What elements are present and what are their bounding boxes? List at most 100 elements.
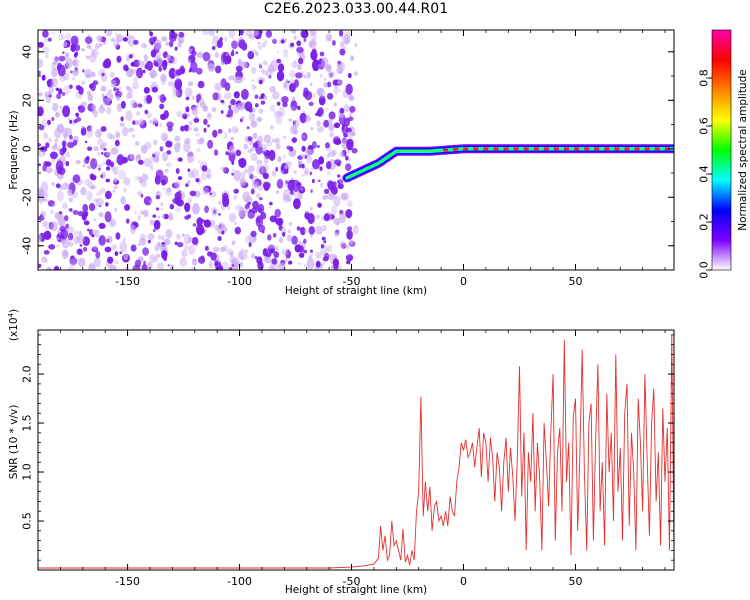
noise-point	[223, 167, 230, 174]
noise-point	[238, 158, 243, 164]
noise-point	[264, 183, 268, 186]
noise-point	[250, 152, 258, 162]
noise-point	[82, 164, 86, 168]
noise-point	[307, 213, 315, 225]
noise-point	[89, 83, 94, 89]
noise-point	[278, 236, 284, 244]
noise-point	[225, 52, 229, 57]
noise-point	[296, 63, 303, 71]
noise-point	[165, 140, 173, 148]
noise-point	[147, 239, 151, 244]
noise-point	[95, 251, 101, 259]
noise-point	[237, 58, 242, 66]
ridge-peak-mark	[533, 147, 539, 151]
noise-point	[283, 135, 286, 139]
ridge-peak-mark	[483, 147, 489, 151]
noise-point	[72, 57, 80, 69]
noise-point	[207, 139, 214, 149]
noise-point	[116, 39, 121, 44]
noise-point	[222, 166, 227, 173]
noise-point	[105, 30, 113, 37]
ridge-peak-mark	[503, 147, 509, 151]
noise-point	[250, 120, 258, 128]
noise-point	[181, 233, 185, 238]
noise-point	[230, 39, 239, 50]
noise-point	[164, 238, 171, 246]
noise-point	[330, 265, 334, 270]
noise-point	[92, 245, 98, 251]
noise-point	[111, 39, 115, 42]
noise-point	[297, 192, 303, 200]
noise-point	[328, 119, 333, 124]
noise-point	[188, 120, 193, 126]
noise-point	[320, 182, 324, 188]
noise-point	[271, 258, 278, 265]
noise-point	[162, 188, 165, 190]
ridge-peak-mark	[564, 147, 569, 151]
ridge-peak-mark	[604, 147, 610, 151]
noise-point	[166, 187, 172, 193]
noise-point	[43, 132, 48, 140]
noise-point	[72, 69, 79, 77]
noise-point	[134, 210, 137, 215]
noise-point	[45, 167, 53, 174]
noise-point	[57, 214, 66, 227]
ridge-peak-mark	[644, 147, 650, 151]
noise-point	[309, 40, 317, 49]
noise-point	[90, 185, 95, 190]
noise-point	[38, 163, 41, 167]
noise-point	[260, 68, 265, 73]
noise-point	[98, 212, 104, 218]
noise-point	[190, 61, 198, 73]
noise-point	[56, 244, 60, 248]
noise-point	[50, 158, 56, 163]
noise-point	[290, 42, 294, 47]
noise-point	[305, 148, 312, 157]
noise-point	[121, 156, 128, 164]
noise-point	[235, 129, 238, 132]
noise-point	[50, 209, 54, 214]
noise-point	[119, 86, 122, 91]
noise-point	[148, 161, 153, 168]
ridge-peak-mark	[513, 147, 519, 151]
noise-point	[44, 38, 48, 42]
noise-point	[245, 235, 251, 244]
noise-point	[287, 179, 295, 192]
noise-point	[220, 51, 229, 64]
noise-point	[87, 228, 90, 232]
noise-point	[250, 188, 255, 195]
noise-point	[251, 66, 257, 74]
noise-point	[44, 161, 52, 167]
noise-point	[41, 74, 46, 81]
noise-point	[56, 190, 64, 202]
noise-point	[72, 59, 78, 66]
noise-point	[125, 110, 133, 121]
noise-point	[149, 119, 153, 124]
noise-point	[196, 227, 205, 235]
noise-point	[65, 223, 70, 230]
noise-point	[297, 245, 304, 253]
noise-point	[245, 30, 253, 37]
noise-point	[161, 152, 168, 162]
noise-point	[98, 222, 106, 229]
noise-point	[230, 98, 236, 106]
noise-point	[137, 215, 141, 221]
noise-point	[93, 146, 99, 152]
y-tick-label: 0.5	[21, 512, 34, 530]
noise-point	[217, 200, 221, 205]
noise-point	[60, 228, 68, 240]
noise-point	[325, 33, 333, 42]
noise-point	[137, 59, 144, 69]
noise-point	[345, 244, 350, 250]
noise-point	[303, 249, 308, 254]
noise-point	[96, 151, 100, 157]
noise-point	[132, 221, 138, 226]
noise-point	[212, 129, 218, 138]
noise-point	[38, 263, 42, 268]
noise-point	[349, 95, 355, 101]
noise-point	[233, 188, 239, 194]
noise-point	[251, 83, 256, 91]
noise-point	[45, 198, 49, 203]
noise-point	[143, 260, 146, 265]
noise-point	[56, 237, 60, 241]
